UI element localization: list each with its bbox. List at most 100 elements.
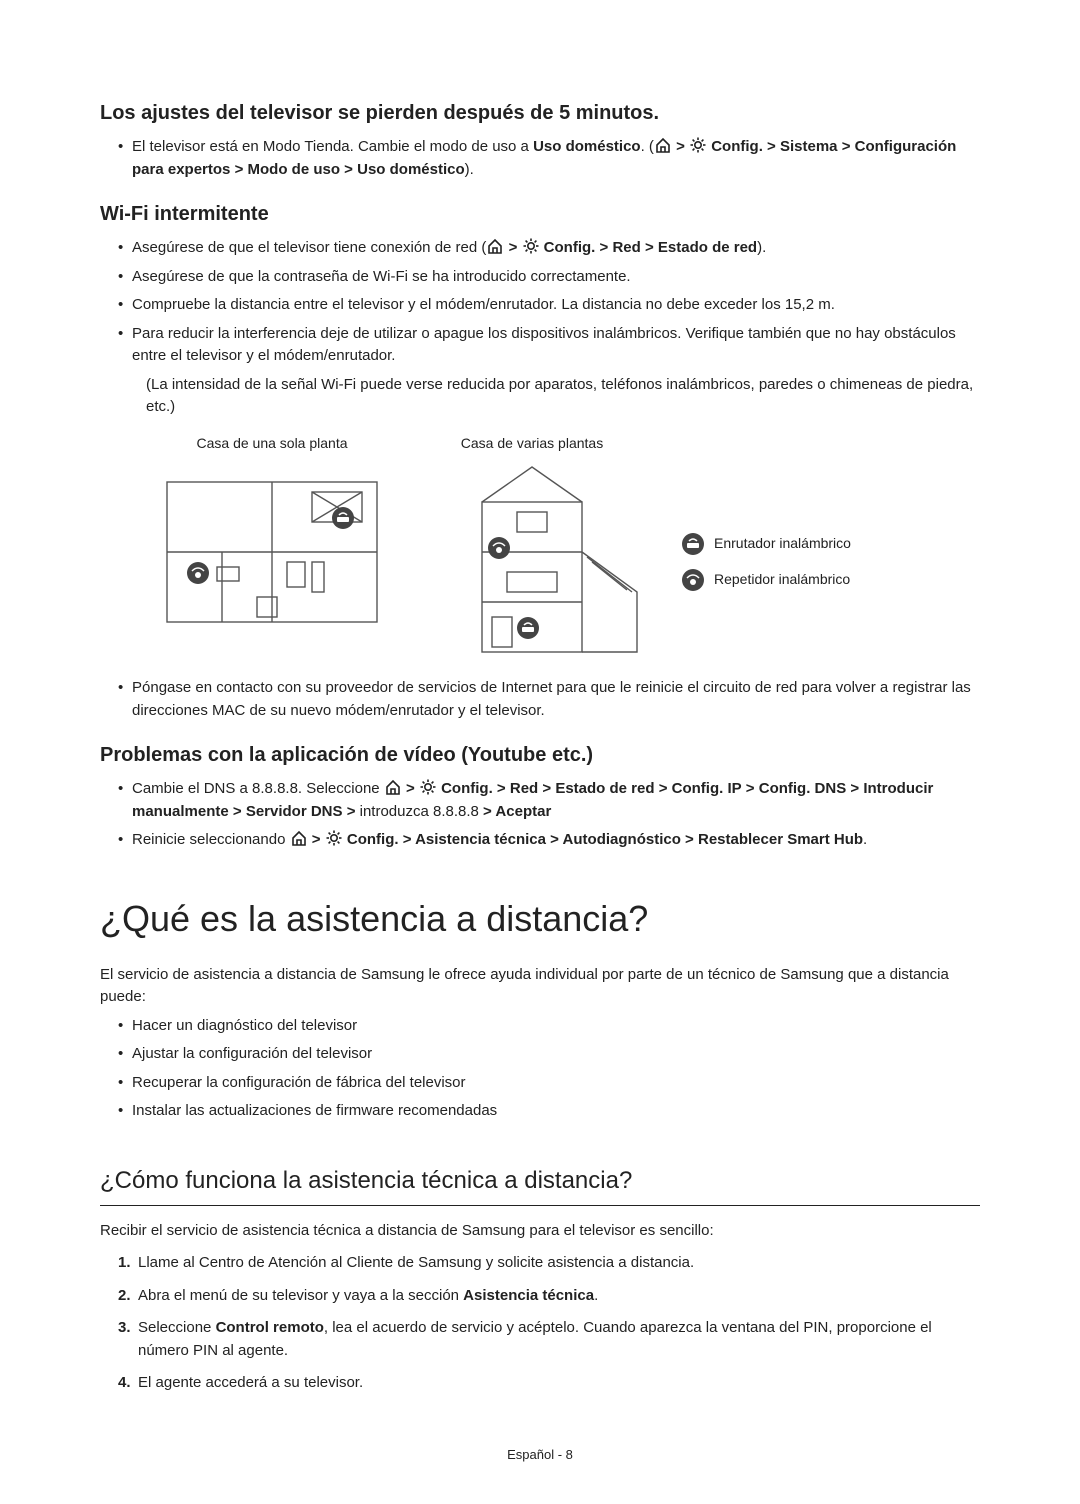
path-part: Red	[612, 239, 640, 256]
gear-icon	[419, 778, 437, 796]
sep: >	[235, 161, 248, 178]
legend-label: Repetidor inalámbrico	[714, 569, 850, 590]
sep: >	[767, 138, 780, 155]
step-text: Seleccione	[138, 1319, 216, 1336]
text: . (	[641, 138, 654, 155]
gear-icon	[689, 136, 707, 154]
heading-settings-lost: Los ajustes del televisor se pierden des…	[100, 98, 980, 128]
sep: >	[509, 239, 522, 256]
step-item: 3.Seleccione Control remoto, lea el acue…	[118, 1317, 980, 1362]
list-item: Reinicie seleccionando > Config. > Asist…	[118, 829, 980, 852]
sep: >	[842, 138, 855, 155]
sep: >	[550, 831, 562, 848]
diagram-row: Casa de una sola planta Casa	[162, 433, 980, 670]
path-part: Asistencia técnica	[415, 831, 546, 848]
step-number: 1.	[118, 1252, 131, 1275]
paragraph: Recibir el servicio de asistencia técnic…	[100, 1220, 980, 1243]
list-item: Cambie el DNS a 8.8.8.8. Seleccione > Co…	[118, 778, 980, 823]
list-item: Instalar las actualizaciones de firmware…	[118, 1100, 980, 1123]
text: .	[863, 831, 867, 848]
list-item: Asegúrese de que el televisor tiene cone…	[118, 237, 980, 260]
text: Para reducir la interferencia deje de ut…	[132, 325, 956, 365]
list-item: Hacer un diagnóstico del televisor	[118, 1015, 980, 1038]
path-part: Servidor DNS	[246, 803, 343, 820]
diagram-caption: Casa de una sola planta	[162, 433, 382, 454]
home-icon	[384, 778, 402, 796]
gear-icon	[325, 829, 343, 847]
sep: >	[406, 780, 419, 797]
sep: >	[403, 831, 415, 848]
path-part: Config.	[544, 239, 596, 256]
path-part: Config.	[711, 138, 763, 155]
path-part: Restablecer Smart Hub	[698, 831, 863, 848]
path-part: Config. DNS	[759, 780, 847, 797]
sep: >	[850, 780, 863, 797]
step-item: 1. Llame al Centro de Atención al Cliente…	[118, 1252, 980, 1275]
steps-remote: 1. Llame al Centro de Atención al Cliente…	[100, 1252, 980, 1395]
path-part: Uso doméstico	[357, 161, 465, 178]
text: Reinicie seleccionando	[132, 831, 290, 848]
sep: >	[542, 780, 555, 797]
step-text: El agente accederá a su televisor.	[138, 1374, 363, 1391]
legend-row-repeater: Repetidor inalámbrico	[682, 569, 851, 591]
heading-wifi: Wi-Fi intermitente	[100, 199, 980, 229]
sep: >	[344, 161, 357, 178]
list-wifi: Asegúrese de que el televisor tiene cone…	[100, 237, 980, 722]
text-bold: Asistencia técnica	[463, 1287, 594, 1304]
sep: >	[746, 780, 759, 797]
list-item: Asegúrese de que la contraseña de Wi-Fi …	[118, 266, 980, 289]
house-multi-svg	[422, 462, 642, 662]
sep: >	[497, 780, 510, 797]
text: ).	[465, 161, 474, 178]
path-part: Red	[510, 780, 538, 797]
step-number: 4.	[118, 1372, 131, 1395]
text: Cambie el DNS a 8.8.8.8. Seleccione	[132, 780, 384, 797]
sep: >	[600, 239, 613, 256]
sep: >	[347, 803, 360, 820]
list-settings-lost: El televisor está en Modo Tienda. Cambie…	[100, 136, 980, 181]
home-icon	[486, 237, 504, 255]
path-part: Config.	[347, 831, 399, 848]
path-part: Estado de red	[555, 780, 654, 797]
list-item: Compruebe la distancia entre el televiso…	[118, 294, 980, 317]
legend-label: Enrutador inalámbrico	[714, 533, 851, 554]
note-text: (La intensidad de la señal Wi-Fi puede v…	[146, 374, 980, 419]
path-part: Sistema	[780, 138, 838, 155]
list-item: Ajustar la configuración del televisor	[118, 1043, 980, 1066]
home-icon	[290, 829, 308, 847]
home-icon	[654, 136, 672, 154]
list-video-app: Cambie el DNS a 8.8.8.8. Seleccione > Co…	[100, 778, 980, 852]
paragraph: El servicio de asistencia a distancia de…	[100, 964, 980, 1009]
step-text: Abra el menú de su televisor y vaya a la…	[138, 1287, 463, 1304]
list-remote-capabilities: Hacer un diagnóstico del televisor Ajust…	[100, 1015, 980, 1123]
gear-icon	[522, 237, 540, 255]
step-text: Llame al Centro de Atención al Cliente d…	[138, 1254, 694, 1271]
sep: >	[233, 803, 246, 820]
sep: >	[312, 831, 325, 848]
legend-row-router: Enrutador inalámbrico	[682, 533, 851, 555]
path-part: Autodiagnóstico	[563, 831, 681, 848]
router-icon	[682, 533, 704, 555]
list-item: Para reducir la interferencia deje de ut…	[118, 323, 980, 670]
diagram-legend: Enrutador inalámbrico Repetidor inalámbr…	[682, 533, 851, 591]
text: Asegúrese de que el televisor tiene cone…	[132, 239, 486, 256]
step-text: .	[594, 1287, 598, 1304]
sep: >	[685, 831, 698, 848]
step-number: 3.	[118, 1317, 131, 1340]
path-part: Estado de red	[658, 239, 757, 256]
sep: >	[483, 803, 495, 820]
diagram-caption: Casa de varias plantas	[422, 433, 642, 454]
heading-video-app: Problemas con la aplicación de vídeo (Yo…	[100, 740, 980, 770]
text: El televisor está en Modo Tienda. Cambie…	[132, 138, 533, 155]
path-part: Modo de uso	[248, 161, 341, 178]
sep: >	[645, 239, 658, 256]
text-bold: Uso doméstico	[533, 138, 641, 155]
diagram-multi-story: Casa de varias plantas	[422, 433, 642, 670]
text-bold: Control remoto	[216, 1319, 324, 1336]
path-part: Config.	[441, 780, 493, 797]
path-part: Config. IP	[672, 780, 742, 797]
diagram-single-story: Casa de una sola planta	[162, 433, 382, 640]
list-item: El televisor está en Modo Tienda. Cambie…	[118, 136, 980, 181]
repeater-icon	[682, 569, 704, 591]
heading-remote-assistance: ¿Qué es la asistencia a distancia?	[100, 892, 980, 946]
